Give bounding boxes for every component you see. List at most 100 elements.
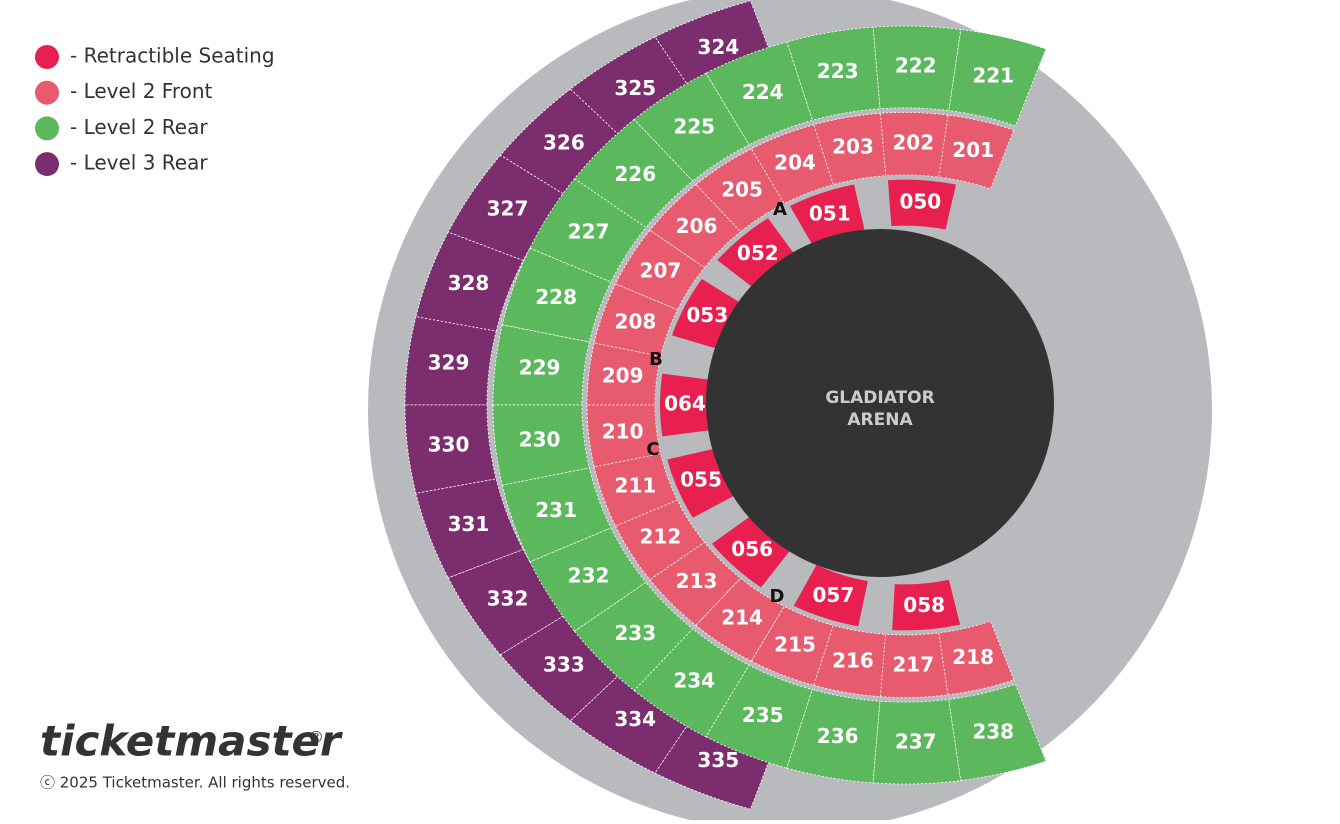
section-label: 228 <box>535 285 577 309</box>
aisle-label: B <box>649 349 663 370</box>
seat-section[interactable] <box>593 283 678 357</box>
seat-section[interactable] <box>447 154 568 261</box>
seat-section[interactable] <box>529 178 647 283</box>
legend-label: - Level 2 Front <box>70 79 213 103</box>
section-label: 327 <box>487 196 529 220</box>
seat-section[interactable] <box>695 148 785 233</box>
section-label: 235 <box>742 703 784 727</box>
section-label: 335 <box>697 748 739 772</box>
section-label: 236 <box>817 724 859 748</box>
section-label: 325 <box>614 76 656 100</box>
seat-section[interactable] <box>633 628 750 738</box>
seat-section[interactable] <box>660 373 712 437</box>
seat-section[interactable] <box>786 26 881 121</box>
seat-section[interactable] <box>872 698 962 785</box>
section-label: 210 <box>602 419 644 443</box>
section-label: 201 <box>952 138 994 162</box>
arena-label: ARENA <box>847 410 913 430</box>
seat-section[interactable] <box>711 515 791 588</box>
seat-section[interactable] <box>786 689 881 784</box>
section-label: 334 <box>614 707 656 731</box>
section-label: 237 <box>895 729 937 753</box>
section-label: 202 <box>892 130 934 154</box>
seat-section[interactable] <box>593 453 678 527</box>
section-label: 205 <box>721 177 763 201</box>
section-label: 211 <box>615 474 657 498</box>
section-label: 058 <box>903 593 945 617</box>
legend-swatch <box>35 116 59 141</box>
section-label: 055 <box>680 467 722 491</box>
aisle-label: A <box>773 199 787 220</box>
section-label: 215 <box>774 632 816 656</box>
section-label: 225 <box>673 115 715 139</box>
seat-section[interactable] <box>750 605 834 686</box>
seat-section[interactable] <box>750 124 834 205</box>
section-label: 051 <box>809 201 851 225</box>
seat-section[interactable] <box>404 404 497 494</box>
seat-section[interactable] <box>879 112 949 178</box>
seat-section[interactable] <box>529 527 647 632</box>
section-label: 230 <box>519 427 561 451</box>
seat-section[interactable] <box>887 179 956 230</box>
section-label: 209 <box>602 364 644 388</box>
section-label: 213 <box>676 569 718 593</box>
seat-section[interactable] <box>948 683 1047 781</box>
section-label: 329 <box>428 351 470 375</box>
section-label: 206 <box>676 214 718 238</box>
seat-section[interactable] <box>813 112 887 186</box>
legend-label: - Retractible Seating <box>70 44 275 68</box>
section-label: 216 <box>832 648 874 672</box>
seat-section[interactable] <box>938 620 1015 696</box>
section-label: 330 <box>428 432 470 456</box>
section-label: 214 <box>721 606 763 630</box>
section-label: 208 <box>615 309 657 333</box>
legend-swatch <box>35 152 59 177</box>
section-label: 056 <box>731 537 773 561</box>
arena-label: GLADIATOR <box>825 388 934 408</box>
seat-section[interactable] <box>614 229 706 311</box>
seat-section[interactable] <box>938 114 1015 190</box>
seat-section[interactable] <box>879 632 949 698</box>
section-label: 331 <box>448 512 490 536</box>
seat-section[interactable] <box>415 478 524 579</box>
section-label: 324 <box>697 35 739 59</box>
section-label: 229 <box>519 356 561 380</box>
section-label: 223 <box>817 59 859 83</box>
section-label: 231 <box>535 498 577 522</box>
section-label: 218 <box>952 645 994 669</box>
seat-section[interactable] <box>892 579 961 631</box>
seat-section[interactable] <box>404 316 497 406</box>
section-label: 332 <box>487 587 529 611</box>
legend-swatch <box>35 80 59 105</box>
arena-floor <box>706 229 1054 577</box>
section-label: 221 <box>972 63 1014 87</box>
seat-section[interactable] <box>793 564 868 627</box>
seat-section[interactable] <box>649 184 742 269</box>
section-label: 326 <box>543 130 585 154</box>
section-label: 207 <box>640 259 682 283</box>
section-label: 052 <box>737 241 779 265</box>
seat-section[interactable] <box>573 581 694 692</box>
seat-section[interactable] <box>705 41 813 146</box>
seat-section[interactable] <box>717 218 796 290</box>
seat-section[interactable] <box>813 624 887 698</box>
seat-section[interactable] <box>573 118 694 229</box>
logo-mark: ® <box>308 728 324 747</box>
section-label: 224 <box>742 80 784 104</box>
seat-section[interactable] <box>695 577 785 662</box>
section-label: 050 <box>899 190 941 214</box>
section-label: 204 <box>774 151 816 175</box>
section-label: 227 <box>568 220 610 244</box>
section-label: 212 <box>640 524 682 548</box>
seat-section[interactable] <box>499 613 626 722</box>
seat-section[interactable] <box>586 342 662 406</box>
section-label: 234 <box>673 668 715 692</box>
section-label: 226 <box>614 162 656 186</box>
section-label: 222 <box>895 54 937 78</box>
seat-section[interactable] <box>789 184 865 247</box>
section-label: 233 <box>614 621 656 645</box>
section-label: 057 <box>813 583 855 607</box>
seat-section[interactable] <box>586 404 662 468</box>
section-label: 333 <box>543 653 585 677</box>
